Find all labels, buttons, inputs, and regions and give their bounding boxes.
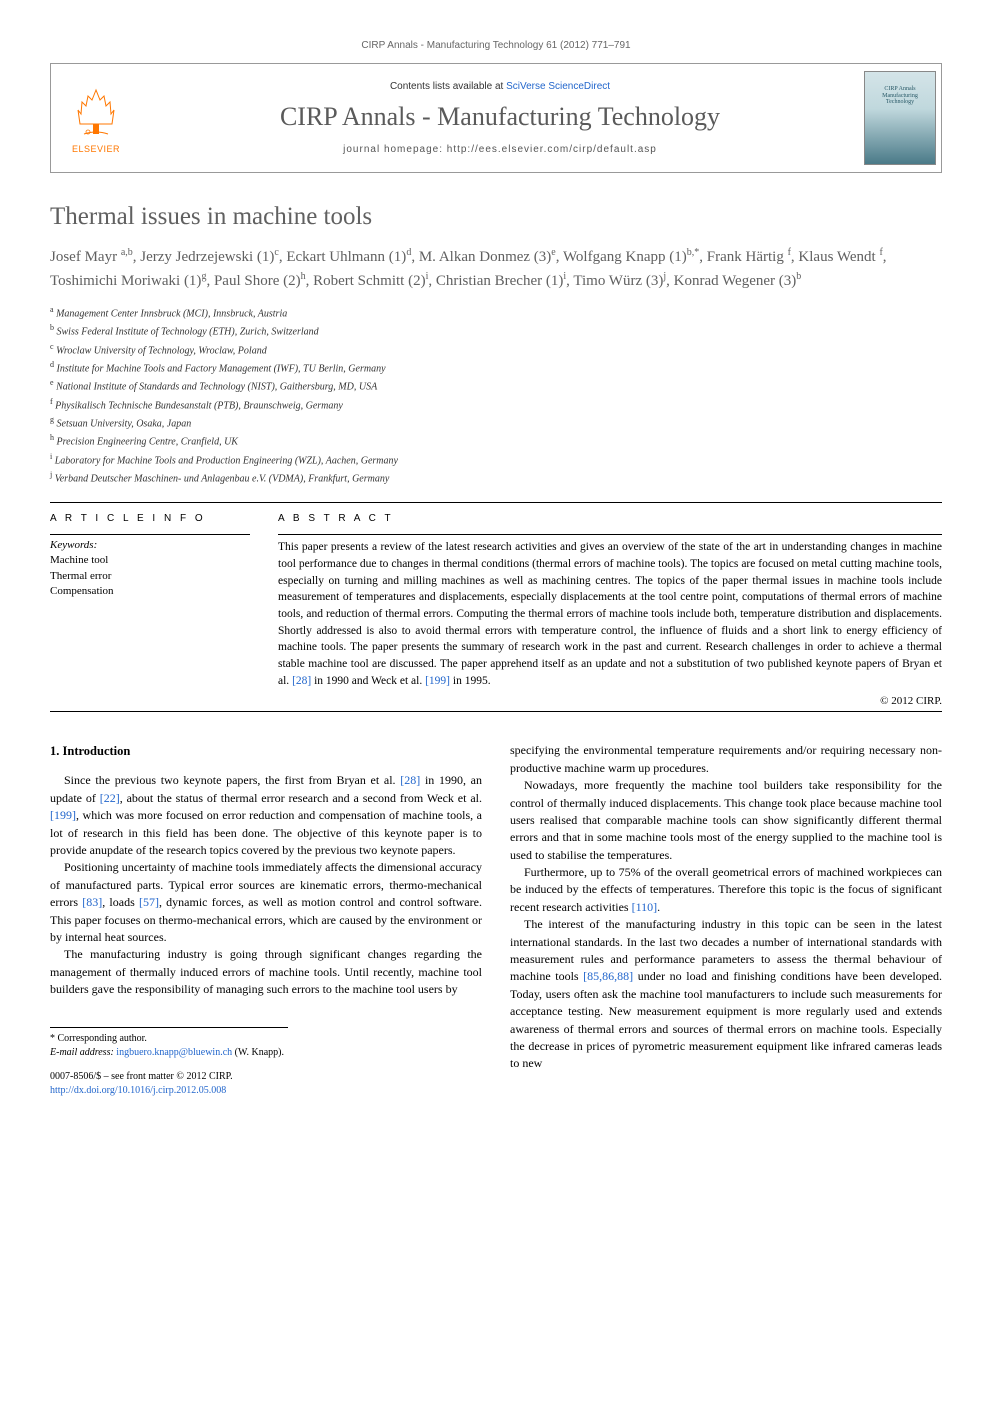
- article-info-heading: A R T I C L E I N F O: [50, 513, 250, 524]
- affiliation-line: j Verband Deutscher Maschinen- und Anlag…: [50, 469, 942, 486]
- running-header: CIRP Annals - Manufacturing Technology 6…: [50, 40, 942, 51]
- affiliation-line: i Laboratory for Machine Tools and Produ…: [50, 451, 942, 468]
- banner-center: Contents lists available at SciVerse Sci…: [141, 64, 859, 172]
- email-suffix: (W. Knapp).: [232, 1047, 284, 1058]
- abstract-text: This paper presents a review of the late…: [278, 539, 942, 689]
- article-title: Thermal issues in machine tools: [50, 203, 942, 231]
- footnote-block: * Corresponding author. E-mail address: …: [50, 1027, 288, 1060]
- elsevier-text: ELSEVIER: [72, 144, 120, 154]
- keyword-item: Thermal error: [50, 569, 250, 584]
- affiliation-line: f Physikalisch Technische Bundesanstalt …: [50, 396, 942, 413]
- body-paragraph: Nowadays, more frequently the machine to…: [510, 777, 942, 864]
- page-root: CIRP Annals - Manufacturing Technology 6…: [0, 0, 992, 1138]
- info-rule: [50, 534, 250, 535]
- corresponding-author: * Corresponding author.: [50, 1032, 288, 1046]
- body-paragraph: The manufacturing industry is going thro…: [50, 946, 482, 998]
- abstract-copyright: © 2012 CIRP.: [278, 695, 942, 707]
- cover-label: CIRP Annals Manufacturing Technology: [871, 86, 929, 106]
- elsevier-logo: ELSEVIER: [51, 64, 141, 172]
- email-line: E-mail address: ingbuero.knapp@bluewin.c…: [50, 1046, 288, 1060]
- journal-name: CIRP Annals - Manufacturing Technology: [280, 102, 720, 132]
- article-info-col: A R T I C L E I N F O Keywords: Machine …: [50, 513, 250, 707]
- cover-thumbnail: CIRP Annals Manufacturing Technology: [859, 64, 941, 172]
- affiliation-line: e National Institute of Standards and Te…: [50, 377, 942, 394]
- keyword-item: Compensation: [50, 584, 250, 599]
- rule-bottom: [50, 711, 942, 712]
- affiliation-line: h Precision Engineering Centre, Cranfiel…: [50, 432, 942, 449]
- email-link[interactable]: ingbuero.knapp@bluewin.ch: [116, 1047, 232, 1058]
- affiliation-line: c Wroclaw University of Technology, Wroc…: [50, 341, 942, 358]
- info-abstract-row: A R T I C L E I N F O Keywords: Machine …: [50, 513, 942, 707]
- body-paragraph: Since the previous two keynote papers, t…: [50, 772, 482, 859]
- elsevier-tree-icon: [66, 82, 126, 142]
- abstract-heading: A B S T R A C T: [278, 513, 942, 524]
- affiliation-line: b Swiss Federal Institute of Technology …: [50, 322, 942, 339]
- front-matter-line: 0007-8506/$ – see front matter © 2012 CI…: [50, 1070, 482, 1084]
- contents-line: Contents lists available at SciVerse Sci…: [390, 81, 610, 92]
- body-paragraph: Positioning uncertainty of machine tools…: [50, 859, 482, 946]
- affiliation-line: g Setsuan University, Osaka, Japan: [50, 414, 942, 431]
- keywords-label: Keywords:: [50, 539, 250, 551]
- body-col-right: specifying the environmental temperature…: [510, 742, 942, 1097]
- body-col-left: 1. Introduction Since the previous two k…: [50, 742, 482, 1097]
- section-1-heading: 1. Introduction: [50, 742, 482, 760]
- abstract-rule: [278, 534, 942, 535]
- body-paragraph: The interest of the manufacturing indust…: [510, 916, 942, 1073]
- doi-link[interactable]: http://dx.doi.org/10.1016/j.cirp.2012.05…: [50, 1085, 226, 1096]
- authors-list: Josef Mayr a,b, Jerzy Jedrzejewski (1)c,…: [50, 245, 942, 292]
- journal-banner: ELSEVIER Contents lists available at Sci…: [50, 63, 942, 173]
- body-paragraph: specifying the environmental temperature…: [510, 742, 942, 777]
- rule-top: [50, 502, 942, 503]
- email-label: E-mail address:: [50, 1047, 116, 1058]
- affiliation-line: d Institute for Machine Tools and Factor…: [50, 359, 942, 376]
- doi-block: 0007-8506/$ – see front matter © 2012 CI…: [50, 1070, 482, 1098]
- affiliation-line: a Management Center Innsbruck (MCI), Inn…: [50, 304, 942, 321]
- keywords-list: Machine toolThermal errorCompensation: [50, 553, 250, 599]
- cover-box: CIRP Annals Manufacturing Technology: [864, 71, 936, 165]
- contents-prefix: Contents lists available at: [390, 81, 506, 92]
- keyword-item: Machine tool: [50, 553, 250, 568]
- body-paragraph: Furthermore, up to 75% of the overall ge…: [510, 864, 942, 916]
- affiliations-list: a Management Center Innsbruck (MCI), Inn…: [50, 304, 942, 486]
- sciencedirect-link[interactable]: SciVerse ScienceDirect: [506, 81, 610, 92]
- abstract-col: A B S T R A C T This paper presents a re…: [278, 513, 942, 707]
- body-columns: 1. Introduction Since the previous two k…: [50, 742, 942, 1097]
- journal-homepage: journal homepage: http://ees.elsevier.co…: [343, 144, 657, 155]
